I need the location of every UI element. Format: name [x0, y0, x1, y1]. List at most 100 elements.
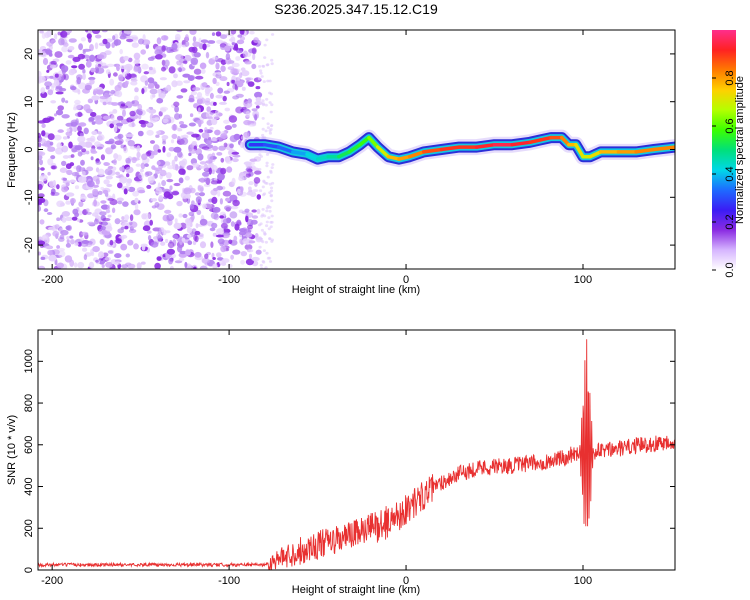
noise-blob — [224, 107, 231, 112]
noise-blob — [265, 220, 269, 224]
ridge-core-segment — [439, 145, 461, 152]
noise-blob — [84, 141, 93, 148]
noise-blob — [220, 157, 225, 163]
noise-blob — [39, 174, 48, 182]
noise-blob — [38, 183, 43, 191]
noise-blob — [162, 118, 169, 124]
noise-blob — [121, 264, 129, 269]
noise-blob — [126, 38, 134, 43]
noise-blob — [213, 187, 219, 192]
noise-blob — [46, 41, 54, 47]
noise-blob — [216, 152, 223, 156]
noise-blob — [57, 129, 64, 133]
noise-blob — [195, 96, 204, 100]
noise-blob — [217, 190, 221, 197]
noise-blob — [87, 98, 94, 104]
noise-blob — [38, 142, 42, 148]
noise-blob — [56, 245, 60, 249]
noise-blob — [225, 159, 232, 164]
y-tick-label: 1000 — [23, 349, 35, 373]
noise-blob — [39, 219, 45, 225]
noise-blob — [68, 38, 77, 43]
noise-blob — [251, 256, 260, 262]
noise-blob — [84, 84, 92, 91]
noise-blob — [54, 224, 60, 230]
noise-blob — [269, 225, 273, 229]
noise-blob — [213, 114, 220, 120]
noise-blob — [46, 69, 50, 73]
noise-blob — [47, 158, 54, 166]
noise-blob — [141, 213, 147, 220]
noise-blob — [161, 135, 169, 140]
noise-blob — [171, 124, 178, 131]
noise-blob — [76, 218, 81, 223]
noise-blob — [123, 55, 129, 61]
noise-blob — [205, 51, 210, 59]
noise-blob — [66, 135, 70, 139]
noise-blob — [85, 208, 90, 213]
noise-blob — [116, 63, 120, 72]
noise-blob — [191, 162, 200, 168]
noise-blob — [153, 144, 160, 152]
noise-blob — [195, 75, 204, 80]
noise-blob — [268, 191, 272, 195]
noise-blob — [165, 86, 172, 91]
noise-blob — [41, 32, 46, 39]
noise-blob — [241, 70, 250, 77]
noise-blob — [249, 158, 258, 162]
noise-blob — [109, 123, 114, 129]
noise-blob — [62, 177, 67, 181]
noise-blob — [173, 182, 181, 187]
noise-blob — [142, 225, 151, 232]
noise-blob — [162, 254, 166, 258]
y-tick-label: -10 — [23, 189, 35, 205]
noise-blob — [236, 80, 244, 88]
noise-blob — [236, 219, 242, 226]
noise-blob — [174, 105, 180, 113]
noise-blob — [240, 259, 246, 265]
noise-blob — [129, 145, 137, 150]
noise-blob — [195, 119, 204, 125]
noise-blob — [180, 88, 188, 93]
noise-blob — [155, 54, 163, 60]
noise-blob — [102, 189, 109, 194]
noise-blob — [211, 252, 215, 259]
noise-blob — [212, 145, 219, 151]
noise-blob — [147, 230, 152, 234]
noise-blob — [161, 45, 166, 52]
noise-blob — [85, 30, 89, 33]
x-tick-label: -200 — [41, 274, 63, 286]
noise-blob — [110, 89, 116, 94]
noise-blob — [63, 42, 69, 48]
noise-blob — [102, 38, 108, 45]
noise-blob — [256, 208, 261, 214]
noise-blob — [95, 259, 99, 263]
noise-blob — [235, 56, 241, 61]
noise-blob — [261, 240, 265, 244]
noise-blob — [90, 112, 97, 117]
noise-blob — [49, 141, 54, 146]
noise-blob — [271, 33, 275, 36]
noise-blob — [240, 67, 246, 72]
noise-blob — [251, 47, 257, 55]
noise-blob — [124, 63, 133, 71]
noise-blob — [133, 66, 141, 73]
noise-blob — [40, 87, 46, 94]
noise-blob — [220, 59, 227, 65]
noise-blob — [137, 110, 143, 116]
noise-blob — [116, 197, 124, 202]
x-tick-label: 0 — [403, 274, 409, 286]
noise-blob — [68, 68, 76, 76]
noise-blob — [209, 126, 214, 130]
noise-blob — [100, 226, 107, 231]
noise-blob — [259, 263, 263, 267]
noise-blob — [82, 68, 86, 74]
noise-blob — [185, 34, 189, 42]
noise-blob — [209, 227, 216, 232]
noise-blob — [124, 225, 129, 230]
noise-blob — [117, 182, 123, 189]
noise-blob — [109, 239, 114, 246]
noise-blob — [231, 62, 240, 68]
noise-blob — [149, 88, 158, 95]
noise-blob — [43, 208, 49, 213]
